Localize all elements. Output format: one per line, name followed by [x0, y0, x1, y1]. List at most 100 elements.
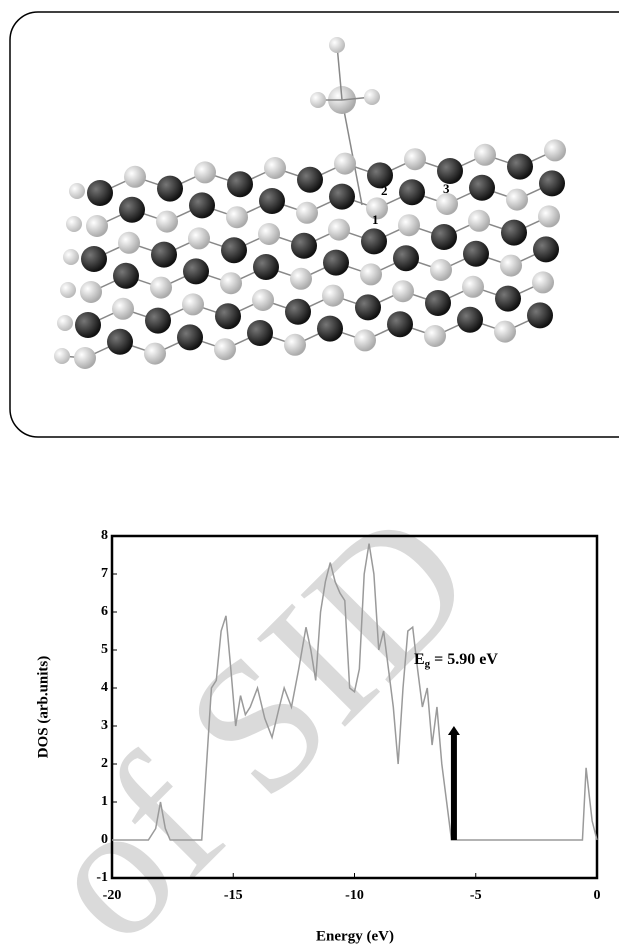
- annotation-symbol: E: [414, 651, 425, 668]
- site-label: 3: [443, 181, 450, 196]
- atom: [544, 139, 566, 161]
- x-tick-label: 0: [594, 888, 601, 903]
- atom: [354, 329, 376, 351]
- x-tick-label: -5: [470, 888, 482, 903]
- atom: [398, 214, 420, 236]
- atom: [63, 249, 79, 265]
- atom: [188, 227, 210, 249]
- page: 1 2 3 Energy (eV) DOS (arb.units) of SID…: [0, 0, 619, 947]
- watermark: of SID: [1, 471, 511, 947]
- atom: [75, 312, 101, 338]
- atom: [124, 166, 146, 188]
- y-tick-label: 4: [101, 680, 108, 695]
- atom: [506, 189, 528, 211]
- y-axis-title: DOS (arb.units): [35, 656, 51, 759]
- atom: [539, 170, 565, 196]
- atom: [285, 299, 311, 325]
- y-tick-label: 1: [101, 794, 108, 809]
- atom: [323, 250, 349, 276]
- atom: [328, 219, 350, 241]
- atom: [364, 89, 380, 105]
- atom: [151, 242, 177, 268]
- atom: [329, 37, 345, 53]
- atom: [392, 280, 414, 302]
- atom: [457, 307, 483, 333]
- atom: [431, 224, 457, 250]
- atom: [144, 343, 166, 365]
- atom: [367, 162, 393, 188]
- atom: [177, 324, 203, 350]
- y-tick-label: -1: [96, 870, 108, 885]
- atom: [310, 92, 326, 108]
- y-tick-label: 8: [101, 528, 108, 543]
- atom: [119, 197, 145, 223]
- atom: [437, 158, 463, 184]
- atom: [214, 338, 236, 360]
- atom: [112, 298, 134, 320]
- atom: [189, 192, 215, 218]
- atom: [399, 179, 425, 205]
- atom: [182, 293, 204, 315]
- atom: [329, 184, 355, 210]
- atom: [258, 223, 280, 245]
- atom: [226, 206, 248, 228]
- atom: [297, 167, 323, 193]
- atom: [54, 348, 70, 364]
- atom: [86, 215, 108, 237]
- atom: [215, 303, 241, 329]
- atom: [156, 211, 178, 233]
- atom: [494, 321, 516, 343]
- atom: [118, 232, 140, 254]
- atom: [227, 171, 253, 197]
- atom: [80, 281, 102, 303]
- atom: [334, 153, 356, 175]
- atom: [290, 268, 312, 290]
- atom: [69, 183, 85, 199]
- atom: [66, 216, 82, 232]
- atom: [87, 180, 113, 206]
- x-tick-label: -15: [224, 888, 243, 903]
- atom: [538, 205, 560, 227]
- atom: [253, 254, 279, 280]
- atom: [355, 294, 381, 320]
- x-axis-title: Energy (eV): [316, 928, 394, 944]
- atom: [150, 277, 172, 299]
- atom: [113, 263, 139, 289]
- atom: [57, 315, 73, 331]
- molecule: [54, 37, 566, 369]
- atom: [264, 157, 286, 179]
- atom: [430, 259, 452, 281]
- x-tick-label: -20: [103, 888, 122, 903]
- y-tick-label: 6: [101, 604, 108, 619]
- atom: [360, 263, 382, 285]
- arrow-head: [448, 726, 460, 735]
- atom: [247, 320, 273, 346]
- x-tick-label: -10: [345, 888, 364, 903]
- site-label: 1: [372, 212, 379, 227]
- atom: [74, 347, 96, 369]
- atom: [259, 188, 285, 214]
- atom: [194, 161, 216, 183]
- site-label: 2: [381, 183, 388, 198]
- atom: [183, 258, 209, 284]
- annotation-value: = 5.90 eV: [430, 651, 498, 668]
- atom: [221, 237, 247, 263]
- atom: [387, 311, 413, 337]
- atom: [361, 228, 387, 254]
- y-tick-label: 3: [101, 718, 108, 733]
- atom: [252, 289, 274, 311]
- atom: [107, 329, 133, 355]
- atom: [284, 334, 306, 356]
- atom: [404, 148, 426, 170]
- y-tick-label: 2: [101, 756, 108, 771]
- atom: [220, 272, 242, 294]
- y-tick-label: 0: [101, 832, 108, 847]
- y-tick-label: 7: [101, 566, 108, 581]
- atom: [291, 233, 317, 259]
- atom: [469, 175, 495, 201]
- atom: [463, 241, 489, 267]
- atom: [500, 255, 522, 277]
- atom: [507, 154, 533, 180]
- atom: [60, 282, 76, 298]
- atom: [436, 193, 458, 215]
